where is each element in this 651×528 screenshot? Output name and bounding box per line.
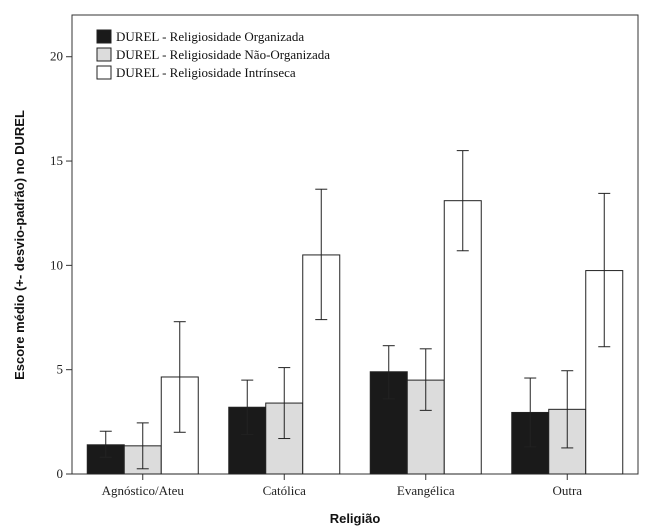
y-tick-label: 0 <box>57 466 64 481</box>
x-tick-label: Outra <box>552 483 582 498</box>
legend: DUREL - Religiosidade Organizada DUREL - … <box>96 29 330 80</box>
legend-swatch <box>96 47 112 62</box>
y-tick-label: 15 <box>50 153 63 168</box>
y-tick-label: 10 <box>50 257 63 272</box>
legend-swatch <box>96 29 112 44</box>
y-tick-label: 5 <box>57 362 64 377</box>
y-axis: 0 5 10 15 20 <box>50 49 72 481</box>
x-tick-label: Católica <box>263 483 307 498</box>
x-tick-label: Evangélica <box>397 483 455 498</box>
y-axis-title: Escore médio (+- desvio-padrão) no DUREL <box>12 110 27 380</box>
x-axis-title: Religião <box>330 511 381 526</box>
x-axis: Agnóstico/Ateu Católica Evangélica Outra <box>102 474 582 498</box>
legend-label: DUREL - Religiosidade Intrínseca <box>116 65 296 80</box>
y-tick-label: 20 <box>50 49 63 64</box>
bar <box>585 270 624 475</box>
legend-label: DUREL - Religiosidade Não-Organizada <box>116 47 330 62</box>
error-bars-group <box>99 150 611 470</box>
legend-swatch <box>96 65 112 80</box>
plot-frame <box>71 14 639 475</box>
legend-label: DUREL - Religiosidade Organizada <box>116 29 304 44</box>
x-tick-label: Agnóstico/Ateu <box>102 483 185 498</box>
